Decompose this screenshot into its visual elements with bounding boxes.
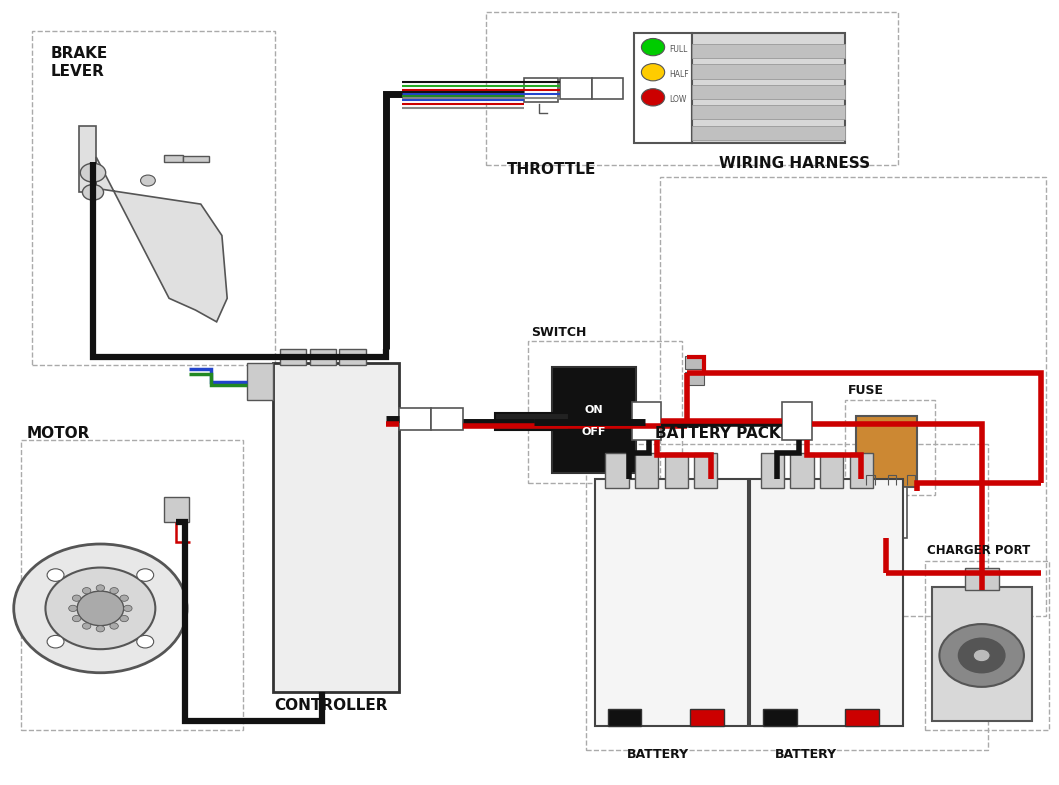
Bar <box>782 402 811 440</box>
Bar <box>693 105 845 119</box>
Circle shape <box>137 635 154 648</box>
Bar <box>635 453 659 488</box>
Bar <box>849 453 873 488</box>
Text: BATTERY: BATTERY <box>774 748 837 761</box>
Circle shape <box>958 638 1005 673</box>
Circle shape <box>80 163 106 182</box>
Bar <box>693 64 845 78</box>
Bar <box>495 413 569 430</box>
Circle shape <box>46 568 156 649</box>
Circle shape <box>14 544 187 673</box>
Bar <box>685 372 704 385</box>
Bar <box>790 453 813 488</box>
Bar <box>693 44 845 58</box>
Bar <box>280 349 306 365</box>
Circle shape <box>120 595 128 601</box>
Bar <box>661 177 1046 616</box>
Bar <box>845 709 879 726</box>
Bar <box>634 33 693 143</box>
Bar <box>845 400 935 495</box>
Circle shape <box>120 615 128 622</box>
Bar <box>587 444 988 750</box>
Circle shape <box>642 89 665 106</box>
Bar <box>925 561 1049 730</box>
Text: LOW: LOW <box>669 95 686 104</box>
Circle shape <box>83 623 91 630</box>
Bar <box>856 416 917 487</box>
Text: BRAKE
LEVER: BRAKE LEVER <box>51 46 108 78</box>
Circle shape <box>47 635 64 648</box>
Circle shape <box>973 649 990 662</box>
Bar <box>528 341 682 483</box>
Text: CONTROLLER: CONTROLLER <box>274 698 389 713</box>
Circle shape <box>69 605 77 612</box>
Bar <box>309 349 336 365</box>
Circle shape <box>141 175 156 186</box>
Text: FUSE: FUSE <box>847 384 883 397</box>
Bar <box>820 453 843 488</box>
Bar <box>431 408 463 430</box>
Bar <box>486 12 898 165</box>
Text: CHARGER PORT: CHARGER PORT <box>927 544 1030 557</box>
Bar <box>932 587 1033 721</box>
Bar <box>164 497 190 522</box>
Bar <box>760 453 784 488</box>
Polygon shape <box>96 157 228 322</box>
Text: MOTOR: MOTOR <box>26 426 90 441</box>
Bar <box>79 126 96 192</box>
Circle shape <box>96 585 105 591</box>
Bar <box>399 408 431 430</box>
Bar <box>695 453 718 488</box>
Bar <box>272 363 399 692</box>
Text: SWITCH: SWITCH <box>532 326 587 339</box>
Circle shape <box>642 38 665 56</box>
Bar <box>685 356 704 369</box>
Circle shape <box>96 626 105 632</box>
Bar <box>560 78 592 99</box>
Circle shape <box>137 569 154 582</box>
Circle shape <box>83 587 91 593</box>
Bar <box>965 568 999 590</box>
Bar <box>690 709 724 726</box>
Bar <box>762 709 796 726</box>
Circle shape <box>939 624 1024 687</box>
Circle shape <box>72 615 80 622</box>
Bar <box>164 155 183 162</box>
Bar <box>606 453 629 488</box>
Bar <box>665 453 688 488</box>
Bar <box>247 363 272 400</box>
Circle shape <box>77 591 124 626</box>
Bar <box>552 367 636 473</box>
Bar <box>693 126 845 140</box>
Bar <box>183 156 210 162</box>
Text: ON: ON <box>585 405 604 414</box>
Circle shape <box>124 605 132 612</box>
Bar <box>866 487 907 538</box>
Bar <box>21 440 244 730</box>
Text: BATTERY: BATTERY <box>627 748 688 761</box>
Bar <box>693 33 845 143</box>
Bar <box>595 479 748 726</box>
Circle shape <box>110 623 119 630</box>
Circle shape <box>110 587 119 593</box>
Circle shape <box>83 184 104 200</box>
Circle shape <box>47 569 64 582</box>
Bar <box>632 402 662 440</box>
Text: WIRING HARNESS: WIRING HARNESS <box>719 156 869 171</box>
Bar <box>524 78 558 102</box>
Text: HALF: HALF <box>669 70 688 79</box>
Bar <box>693 85 845 99</box>
Circle shape <box>72 595 80 601</box>
Bar <box>339 349 365 365</box>
Bar <box>750 479 903 726</box>
Circle shape <box>642 64 665 81</box>
Bar <box>32 31 274 365</box>
Text: FULL: FULL <box>669 45 687 54</box>
Text: THROTTLE: THROTTLE <box>507 162 596 177</box>
Text: OFF: OFF <box>581 427 606 436</box>
Bar <box>592 78 624 99</box>
Bar <box>608 709 642 726</box>
Text: BATTERY PACK: BATTERY PACK <box>656 426 780 441</box>
